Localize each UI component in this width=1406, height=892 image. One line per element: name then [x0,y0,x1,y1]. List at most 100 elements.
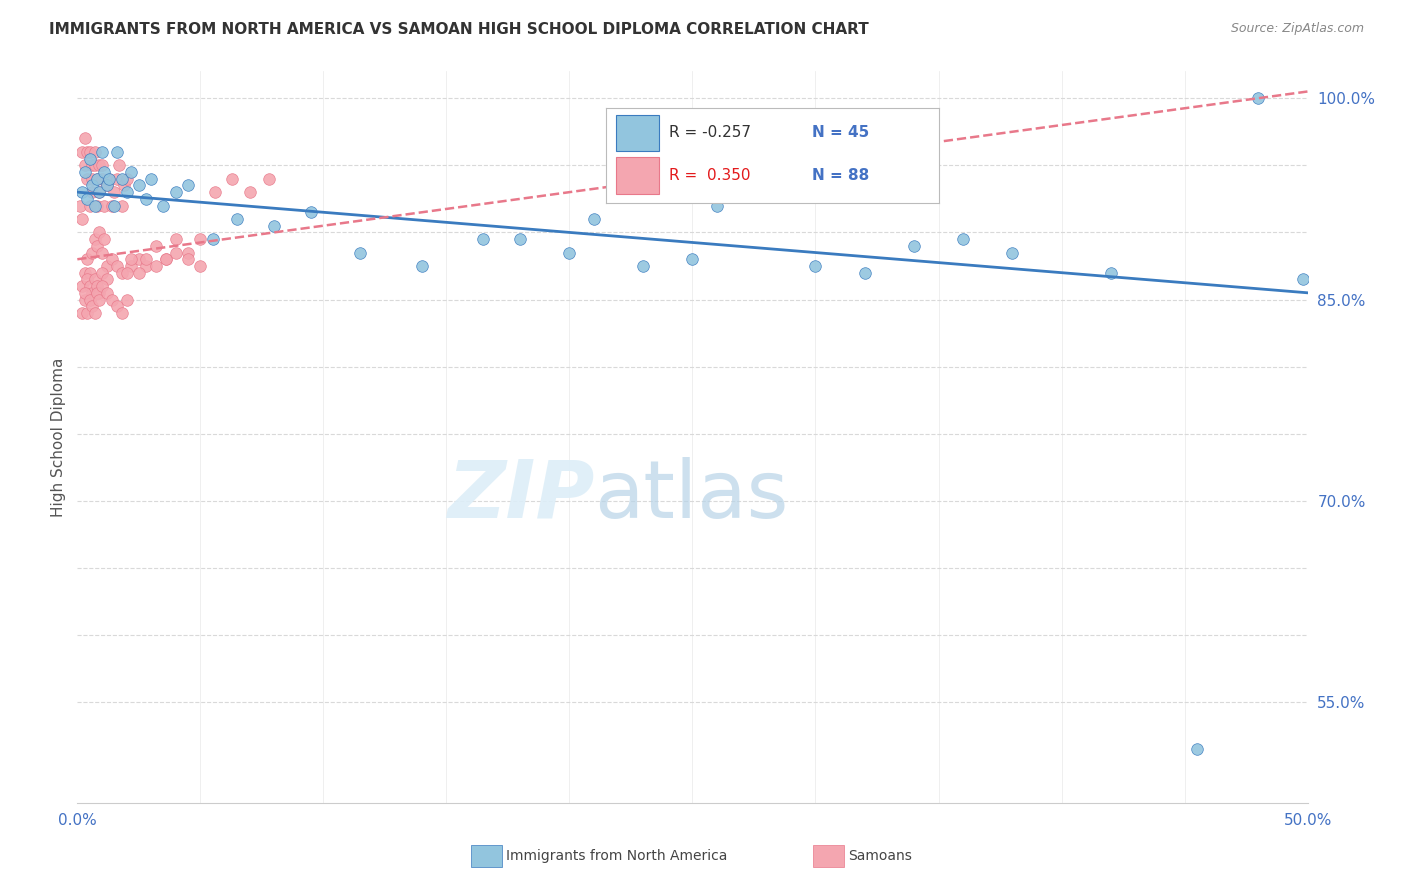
Point [103,198,125,212]
Point [82,158,104,172]
Point [259,171,281,186]
Point [86,171,108,186]
Point [93,232,115,246]
Point [263,219,285,233]
Text: Samoans: Samoans [848,849,911,863]
Point [76,306,98,320]
Point [145,239,167,253]
Point [73,293,96,307]
Point [155,252,177,267]
Point [69,198,91,212]
Point [141,171,163,186]
Point [190,259,212,273]
Point [90,245,114,260]
Point [1099,266,1122,280]
Point [706,198,728,212]
Point [83,158,105,172]
Point [1247,91,1270,105]
Point [89,285,111,300]
Point [682,252,704,267]
Text: ZIP: ZIP [447,457,595,534]
Point [86,198,108,212]
Point [79,279,101,293]
Point [86,239,108,253]
Bar [616,114,659,151]
Point [165,245,187,260]
Point [76,145,98,159]
Point [86,279,108,293]
Point [101,198,124,212]
Point [76,171,98,186]
Point [952,232,974,246]
Point [115,171,138,186]
Point [82,171,104,186]
Text: R = -0.257: R = -0.257 [669,125,751,140]
Point [853,266,876,280]
Point [103,185,125,199]
Point [73,158,96,172]
Point [79,266,101,280]
Point [96,259,118,273]
Point [96,178,118,193]
Point [90,279,114,293]
Point [583,212,606,227]
Point [79,198,101,212]
Point [105,259,128,273]
Text: Immigrants from North America: Immigrants from North America [506,849,727,863]
Point [1001,245,1024,260]
Point [633,259,655,273]
Point [472,232,495,246]
Point [804,259,827,273]
Point [82,299,104,313]
Point [105,299,128,313]
Point [82,178,104,193]
Point [135,192,157,206]
Point [165,185,187,199]
Point [121,165,143,179]
Point [90,158,114,172]
Point [73,285,96,300]
Point [70,306,93,320]
Point [83,272,105,286]
Point [411,259,433,273]
Y-axis label: High School Diploma: High School Diploma [51,358,66,516]
Point [101,293,124,307]
Point [73,165,96,179]
Point [96,178,118,193]
Bar [616,157,659,194]
Point [155,252,177,267]
Point [349,245,371,260]
Point [105,145,128,159]
Text: N = 88: N = 88 [813,168,869,183]
Point [70,185,93,199]
Point [96,285,118,300]
Point [204,185,226,199]
Point [221,171,243,186]
Point [89,158,111,172]
Text: IMMIGRANTS FROM NORTH AMERICA VS SAMOAN HIGH SCHOOL DIPLOMA CORRELATION CHART: IMMIGRANTS FROM NORTH AMERICA VS SAMOAN … [49,22,869,37]
Point [76,272,98,286]
Point [1185,742,1208,756]
Point [70,145,93,159]
Point [115,293,138,307]
Point [121,259,143,273]
Point [89,226,111,240]
Point [145,259,167,273]
Point [121,252,143,267]
Point [226,212,249,227]
Point [115,185,138,199]
Point [73,266,96,280]
Point [111,306,132,320]
Point [98,171,121,186]
Point [82,185,104,199]
Point [83,306,105,320]
Point [98,171,121,186]
Point [83,145,105,159]
Point [108,158,131,172]
Point [90,266,114,280]
Point [90,145,114,159]
Point [903,239,925,253]
Point [89,185,111,199]
Text: N = 45: N = 45 [813,125,869,140]
Point [165,232,187,246]
